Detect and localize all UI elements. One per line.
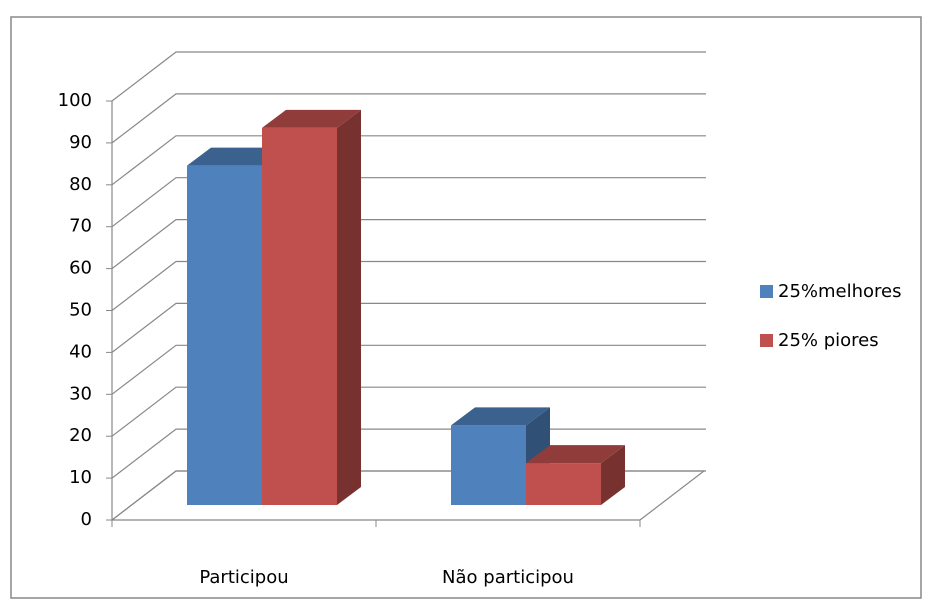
bar-top xyxy=(526,445,625,464)
bar-top xyxy=(451,407,550,426)
legend-swatch xyxy=(760,334,773,347)
x-tick-label: Participou xyxy=(199,567,288,588)
y-tick-label: 10 xyxy=(69,467,92,488)
grid-line xyxy=(111,302,706,353)
y-tick-label: 40 xyxy=(69,341,92,362)
y-tick-label: 80 xyxy=(69,174,92,195)
grid-line xyxy=(111,93,706,144)
grid-line xyxy=(111,344,706,395)
legend-label: 25% piores xyxy=(778,330,879,351)
grid-line xyxy=(111,135,706,186)
y-tick-label: 90 xyxy=(69,132,92,153)
bar-side xyxy=(601,445,625,505)
bar-side xyxy=(337,109,361,506)
grid-line xyxy=(111,386,706,437)
chart-border xyxy=(10,16,922,599)
y-tick-label: 30 xyxy=(69,383,92,404)
bar xyxy=(187,165,262,506)
x-tick-label: Não participou xyxy=(442,567,574,588)
bar xyxy=(262,127,337,506)
grid-line xyxy=(111,219,706,270)
bar xyxy=(451,425,526,505)
y-tick-label: 60 xyxy=(69,258,92,279)
legend-swatch xyxy=(760,285,773,298)
bar-top xyxy=(187,147,286,166)
y-tick-label: 70 xyxy=(69,216,92,237)
bar-top xyxy=(262,109,361,128)
legend-label: 25%melhores xyxy=(778,281,902,302)
y-tick-label: 100 xyxy=(58,90,92,111)
y-tick-label: 20 xyxy=(69,425,92,446)
y-tick-label: 0 xyxy=(81,509,92,530)
grid-line xyxy=(111,260,706,311)
grid-line xyxy=(111,51,706,102)
y-tick-label: 50 xyxy=(69,300,92,321)
bar xyxy=(526,463,601,505)
grid-line xyxy=(111,177,706,228)
